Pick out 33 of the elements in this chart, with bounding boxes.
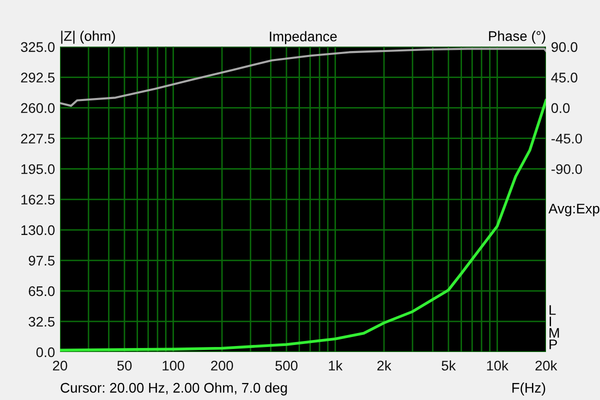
x-tick-label: 100 bbox=[162, 360, 184, 371]
text: L I M P bbox=[550, 305, 559, 350]
y-axis-title: |Z| (ohm) bbox=[61, 30, 115, 44]
y-tick-label: 325.0 bbox=[20, 42, 55, 52]
y2-tick-label: -45.0 bbox=[551, 134, 582, 144]
y-tick-label: 162.5 bbox=[21, 194, 55, 205]
x-tick-label: 20k bbox=[536, 360, 558, 371]
text: Cursor: 20.00 Hz, 2.00 Ohm, 7.0 deg bbox=[60, 382, 287, 396]
y2-tick-label: -90.0 bbox=[551, 164, 582, 174]
x-axis-title: F(Hz) bbox=[512, 382, 546, 396]
y-tick-label: 0.0 bbox=[36, 347, 55, 358]
y-tick-label: 130.0 bbox=[21, 225, 55, 236]
x-tick-label: 2k bbox=[377, 360, 392, 370]
chart-title: Impedance bbox=[270, 31, 337, 44]
x-tick-label: 5k bbox=[442, 360, 456, 371]
y2-tick-label: 45.0 bbox=[551, 72, 578, 82]
x-tick-label: 200 bbox=[211, 360, 234, 371]
x-tick-label: 1k bbox=[328, 360, 343, 370]
y2-tick-label: 0.0 bbox=[551, 103, 570, 114]
y-tick-label: 227.5 bbox=[21, 134, 55, 144]
y2-axis-title: Phase (°) bbox=[489, 30, 546, 44]
x-tick-label: 20 bbox=[52, 360, 68, 371]
y2-tick-label: 90.0 bbox=[552, 42, 578, 52]
x-tick-label: 10k bbox=[487, 360, 508, 371]
y-tick-label: 260.0 bbox=[21, 103, 55, 114]
x-tick-label: 50 bbox=[117, 360, 132, 371]
y-tick-label: 195.0 bbox=[21, 164, 55, 174]
y-tick-label: 97.5 bbox=[28, 256, 55, 266]
text: Avg:Exp bbox=[548, 204, 600, 216]
x-tick-label: 500 bbox=[275, 360, 298, 371]
y-tick-label: 292.5 bbox=[21, 72, 55, 82]
y-tick-label: 65.0 bbox=[28, 286, 55, 296]
y-tick-label: 32.5 bbox=[28, 316, 55, 327]
